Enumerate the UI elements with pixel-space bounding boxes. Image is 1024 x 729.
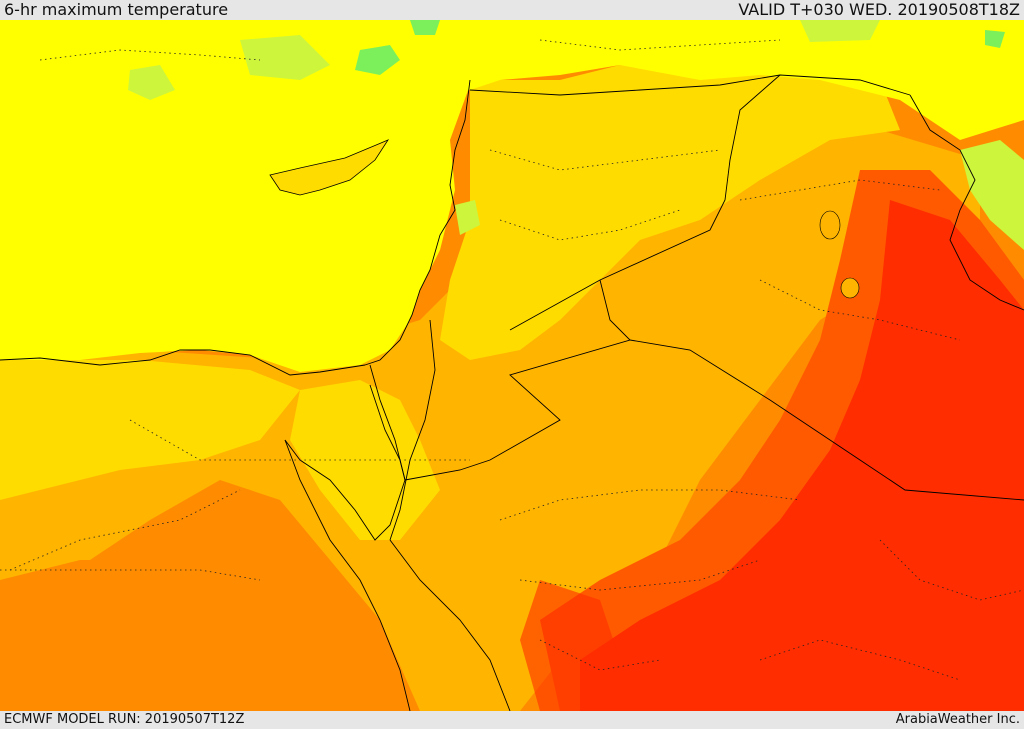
model-run: ECMWF MODEL RUN: 20190507T12Z	[4, 712, 245, 727]
map-header: 6-hr maximum temperature VALID T+030 WED…	[0, 0, 1024, 20]
sea-mediterranean	[0, 75, 470, 372]
field-green-4	[800, 20, 880, 42]
gulf-aqaba	[389, 319, 436, 541]
field-green-5	[985, 30, 1005, 48]
field-green-3	[410, 20, 440, 35]
province-lines	[0, 39, 1024, 681]
field-green-8	[455, 200, 480, 235]
map-title: 6-hr maximum temperature	[4, 0, 229, 19]
gulf-suez	[284, 364, 406, 541]
coast-egypt	[0, 349, 366, 376]
field-green-7	[128, 65, 175, 100]
island-cyprus	[269, 139, 390, 196]
coast-levant	[364, 79, 471, 366]
field-orange-south-egypt	[0, 560, 350, 711]
field-red	[580, 200, 1024, 711]
red-sea-east	[389, 539, 511, 711]
field-red-southwest	[520, 580, 620, 711]
field-light-orange	[0, 110, 980, 711]
field-green-6	[960, 140, 1024, 250]
map-footer: ECMWF MODEL RUN: 20190507T12Z ArabiaWeat…	[0, 711, 1024, 729]
valid-time: VALID T+030 WED. 20190508T18Z	[738, 0, 1020, 19]
border-iraq-saudi	[629, 339, 1024, 501]
field-gold-north-africa	[0, 360, 300, 500]
field-green-2	[240, 35, 330, 80]
temperature-map	[0, 20, 1024, 711]
field-green-1	[355, 45, 400, 75]
borders	[0, 74, 1024, 711]
field-gold	[440, 60, 900, 360]
border-iraq-jordan	[404, 279, 631, 481]
credit: ArabiaWeather Inc.	[895, 712, 1020, 727]
red-sea-west	[284, 439, 411, 711]
lake-tharthar	[819, 210, 841, 240]
lake-razzaza	[840, 277, 860, 299]
border-iran-iraq	[909, 94, 1024, 311]
border-egypt-sinai	[369, 384, 406, 481]
temperature-map-svg	[0, 20, 1024, 711]
border-turkey-syria	[469, 74, 911, 96]
